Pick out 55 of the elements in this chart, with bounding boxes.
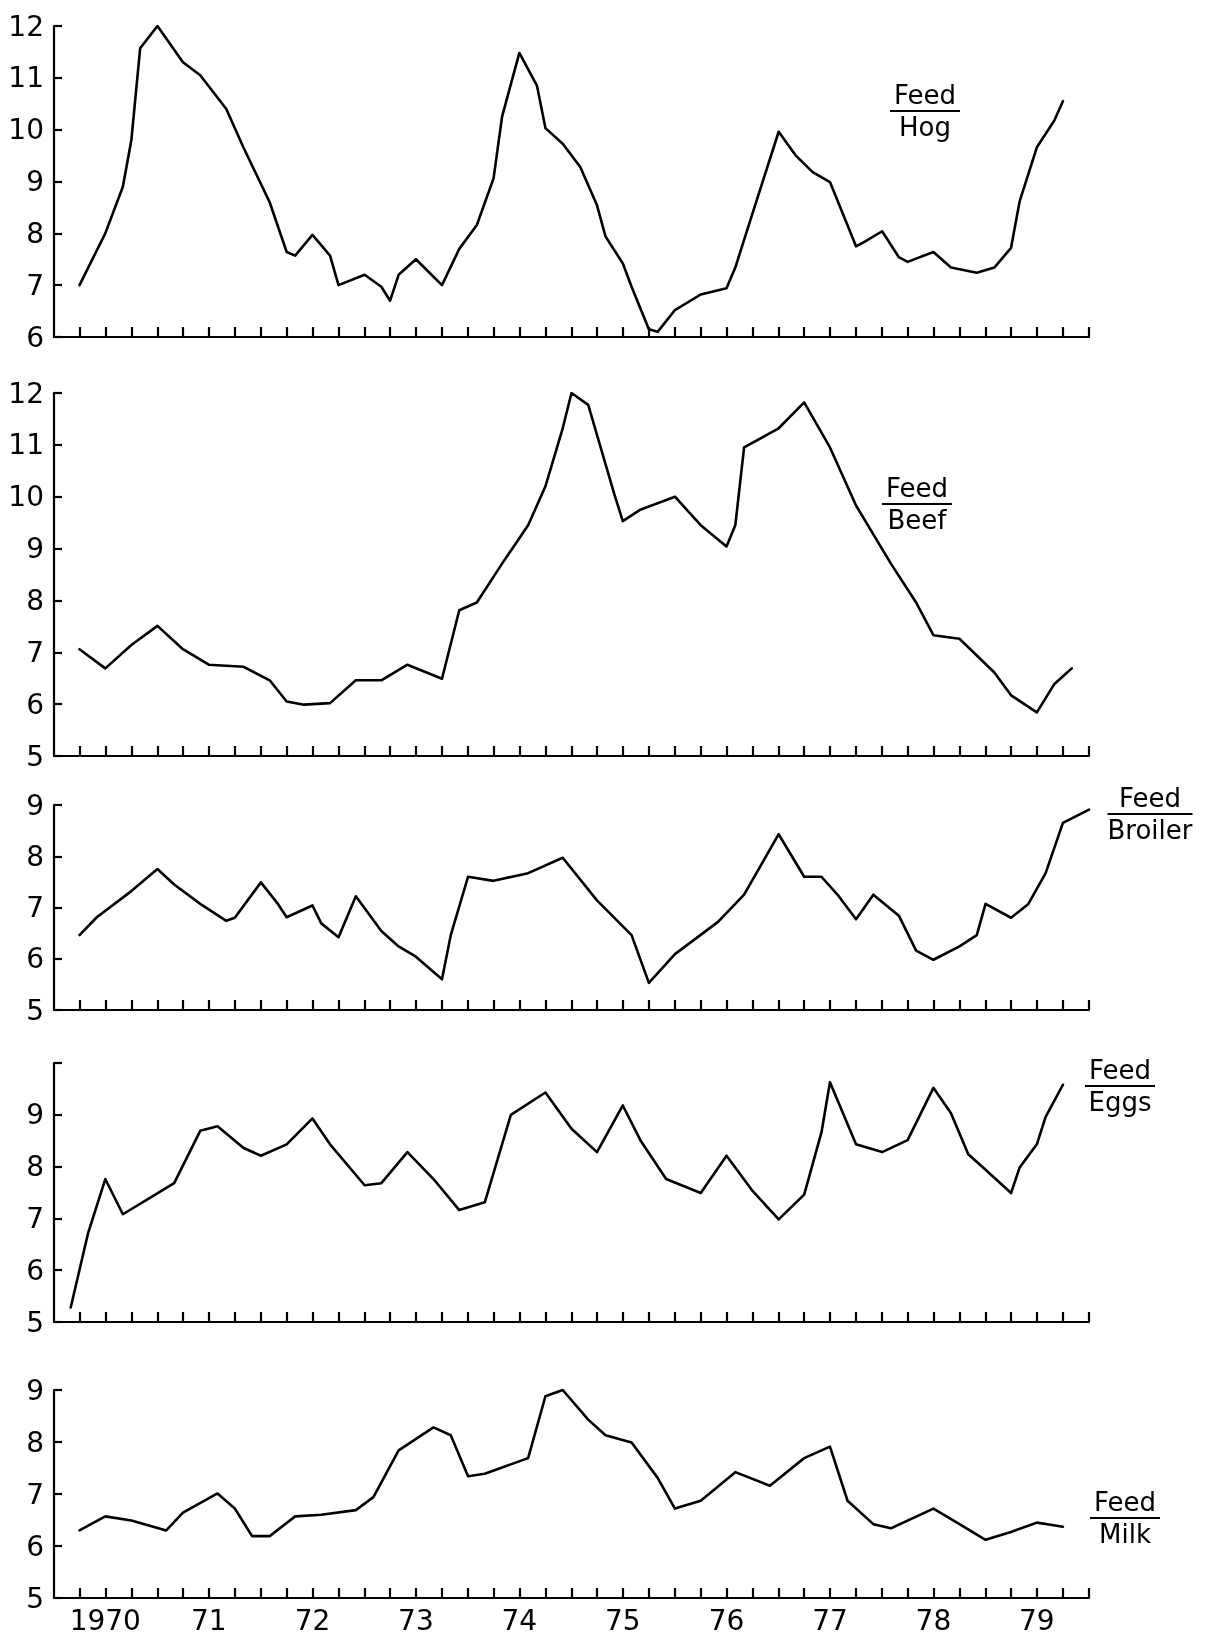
y-tick-label: 6: [26, 1529, 44, 1563]
y-tick-label: 9: [26, 1098, 44, 1132]
y-tick-label: 5: [26, 739, 44, 773]
x-tick-label: 76: [708, 1603, 745, 1637]
y-tick-label: 7: [26, 1477, 44, 1511]
text: Milk: [1098, 1519, 1152, 1549]
y-tick-label: 5: [26, 1581, 44, 1615]
y-tick-label: 9: [26, 165, 44, 198]
x-tick-label: 74: [501, 1603, 538, 1637]
y-tick-label: 9: [26, 788, 44, 822]
y-tick-label: 12: [8, 9, 44, 43]
line-series: [69, 1080, 1065, 1309]
y-tick-label: 10: [8, 113, 44, 147]
x-tick-label: 79: [1019, 1603, 1055, 1637]
annotation: Hog: [898, 112, 952, 142]
x-tick-label: 78: [915, 1603, 952, 1637]
y-tick-label: 8: [26, 1150, 44, 1184]
y-tick-label: 8: [26, 839, 44, 873]
x-tick-label: 73: [398, 1603, 434, 1637]
y-tick-label: 8: [26, 583, 44, 617]
y-tick-label: 8: [26, 216, 44, 250]
text: Broiler: [1107, 815, 1193, 845]
annotation: Feed: [889, 80, 961, 112]
text: Feed: [1089, 1487, 1161, 1519]
x-tick-label: 72: [294, 1603, 331, 1637]
text: Feed: [1107, 783, 1193, 815]
line-series: [78, 24, 1065, 334]
annotation: Feed: [881, 473, 953, 505]
y-tick-label: 10: [8, 480, 44, 514]
y-tick-label: 6: [26, 320, 44, 354]
x-tick-label: 1970: [69, 1603, 141, 1637]
y-tick-label: 11: [8, 61, 44, 95]
annotation: Feed: [1084, 1055, 1156, 1087]
y-tick-label: 5: [26, 1305, 44, 1339]
x-tick-label: 75: [604, 1603, 641, 1637]
y-tick-label: 7: [26, 1201, 44, 1235]
y-tick-label: 6: [26, 942, 44, 976]
y-tick-label: 11: [8, 428, 44, 462]
line-series: [78, 391, 1074, 714]
y-tick-label: 12: [8, 376, 44, 410]
y-tick-label: 6: [26, 1253, 44, 1287]
annotation: Beef: [886, 505, 948, 535]
line-series: [78, 1388, 1065, 1542]
y-tick-label: 7: [26, 635, 44, 669]
y-tick-label: 7: [26, 268, 44, 302]
x-tick-label: 71: [190, 1603, 227, 1637]
y-tick-label: 6: [26, 687, 44, 721]
y-tick-label: 7: [26, 891, 44, 924]
y-tick-label: 5: [26, 993, 44, 1027]
line-series: [78, 808, 1091, 985]
y-tick-label: 9: [26, 1373, 44, 1407]
y-tick-label: 9: [26, 532, 44, 566]
y-tick-label: 8: [26, 1425, 44, 1459]
annotation: Eggs: [1087, 1087, 1153, 1117]
x-tick-label: 77: [812, 1603, 848, 1637]
